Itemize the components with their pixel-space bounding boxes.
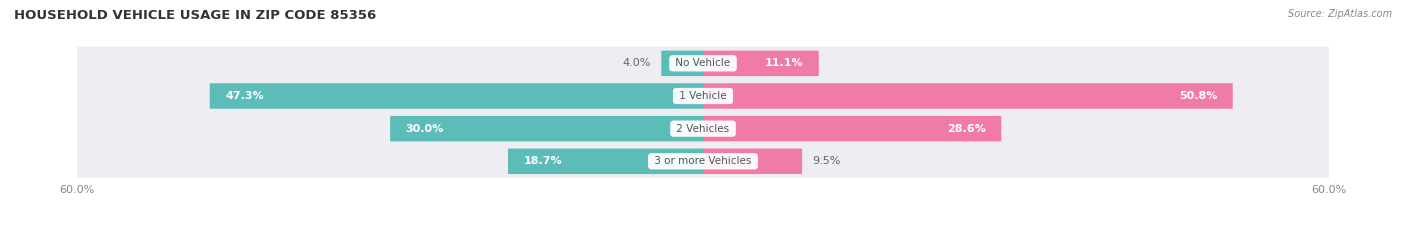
Text: 11.1%: 11.1%	[765, 58, 803, 68]
FancyBboxPatch shape	[75, 47, 1331, 80]
Text: HOUSEHOLD VEHICLE USAGE IN ZIP CODE 85356: HOUSEHOLD VEHICLE USAGE IN ZIP CODE 8535…	[14, 9, 377, 22]
Text: 47.3%: 47.3%	[225, 91, 264, 101]
Text: Source: ZipAtlas.com: Source: ZipAtlas.com	[1288, 9, 1392, 19]
FancyBboxPatch shape	[703, 51, 818, 76]
FancyBboxPatch shape	[391, 116, 703, 141]
FancyBboxPatch shape	[661, 51, 703, 76]
Text: No Vehicle: No Vehicle	[672, 58, 734, 68]
FancyBboxPatch shape	[703, 116, 1001, 141]
FancyBboxPatch shape	[703, 83, 1233, 109]
FancyBboxPatch shape	[75, 79, 1331, 113]
Text: 3 or more Vehicles: 3 or more Vehicles	[651, 156, 755, 166]
FancyBboxPatch shape	[75, 145, 1331, 178]
Text: 2 Vehicles: 2 Vehicles	[673, 124, 733, 134]
FancyBboxPatch shape	[508, 149, 703, 174]
Text: 4.0%: 4.0%	[623, 58, 651, 68]
Text: 18.7%: 18.7%	[523, 156, 562, 166]
Text: 1 Vehicle: 1 Vehicle	[676, 91, 730, 101]
FancyBboxPatch shape	[209, 83, 703, 109]
FancyBboxPatch shape	[703, 149, 801, 174]
FancyBboxPatch shape	[75, 112, 1331, 145]
Text: 30.0%: 30.0%	[406, 124, 444, 134]
Text: 9.5%: 9.5%	[813, 156, 841, 166]
Text: 28.6%: 28.6%	[946, 124, 986, 134]
Text: 50.8%: 50.8%	[1178, 91, 1218, 101]
Legend: Owner-occupied, Renter-occupied: Owner-occupied, Renter-occupied	[586, 231, 820, 234]
